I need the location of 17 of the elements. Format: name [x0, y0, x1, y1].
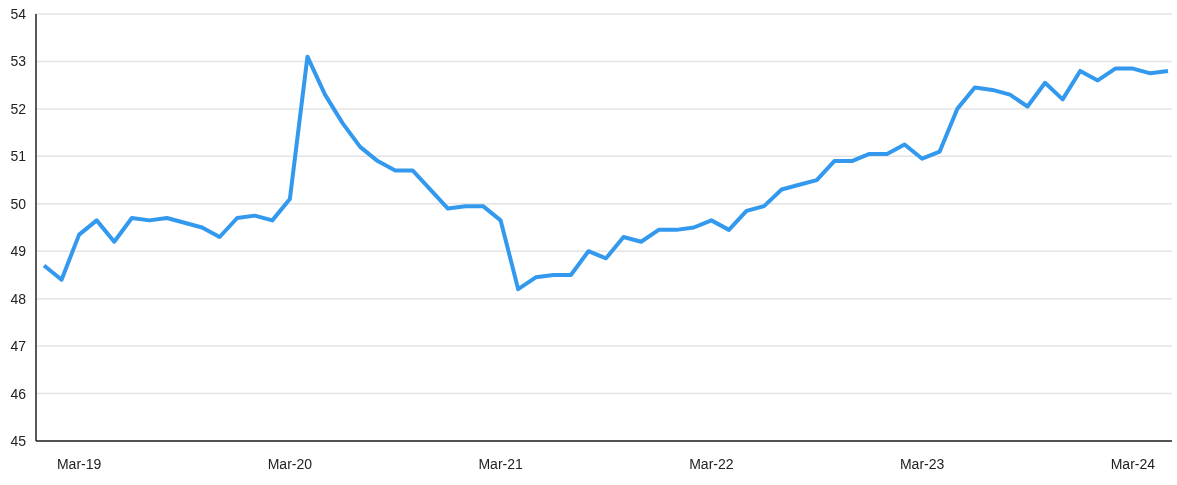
- x-tick-label: Mar-20: [267, 455, 313, 472]
- x-tick-label: Mar-24: [1110, 455, 1156, 472]
- y-tick-label: 45: [10, 432, 27, 449]
- y-tick-label: 46: [10, 385, 27, 402]
- y-tick-label: 51: [10, 148, 27, 165]
- y-tick-label: 49: [10, 243, 27, 260]
- y-tick-label: 48: [10, 290, 27, 307]
- x-tick-label: Mar-19: [56, 455, 102, 472]
- y-tick-label: 53: [10, 53, 27, 70]
- x-tick-label: Mar-21: [478, 455, 523, 472]
- y-tick-label: 47: [10, 338, 27, 355]
- y-tick-label: 52: [10, 100, 27, 117]
- x-tick-label: Mar-23: [899, 455, 945, 472]
- y-tick-label: 54: [10, 5, 27, 22]
- line-series: [42, 54, 1170, 292]
- y-tick-label: 50: [10, 195, 27, 212]
- x-tick-label: Mar-22: [689, 455, 734, 472]
